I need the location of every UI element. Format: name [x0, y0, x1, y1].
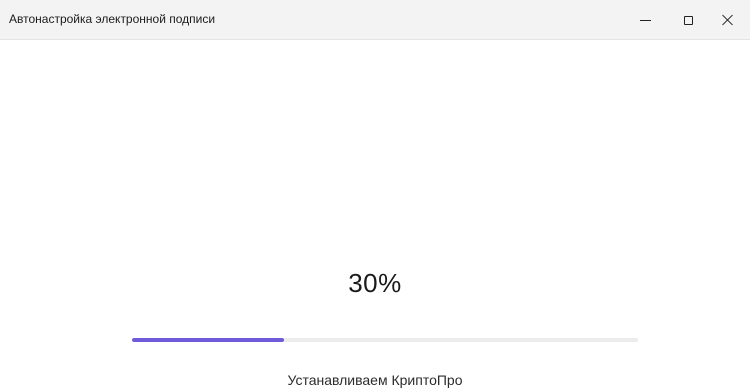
- window-title: Автонастройка электронной подписи: [9, 12, 216, 26]
- status-text: Устанавливаем КриптоПро: [287, 372, 463, 388]
- minimize-button[interactable]: [623, 0, 667, 40]
- progress-bar: [132, 338, 638, 342]
- title-bar[interactable]: Автонастройка электронной подписи: [0, 0, 750, 40]
- progress-percent: 30%: [348, 268, 402, 298]
- progress-fill: [132, 338, 284, 342]
- close-icon: [722, 14, 734, 26]
- minimize-icon: [639, 19, 651, 21]
- maximize-button[interactable]: [666, 0, 710, 40]
- maximize-icon: [683, 15, 693, 25]
- close-button[interactable]: [706, 0, 750, 40]
